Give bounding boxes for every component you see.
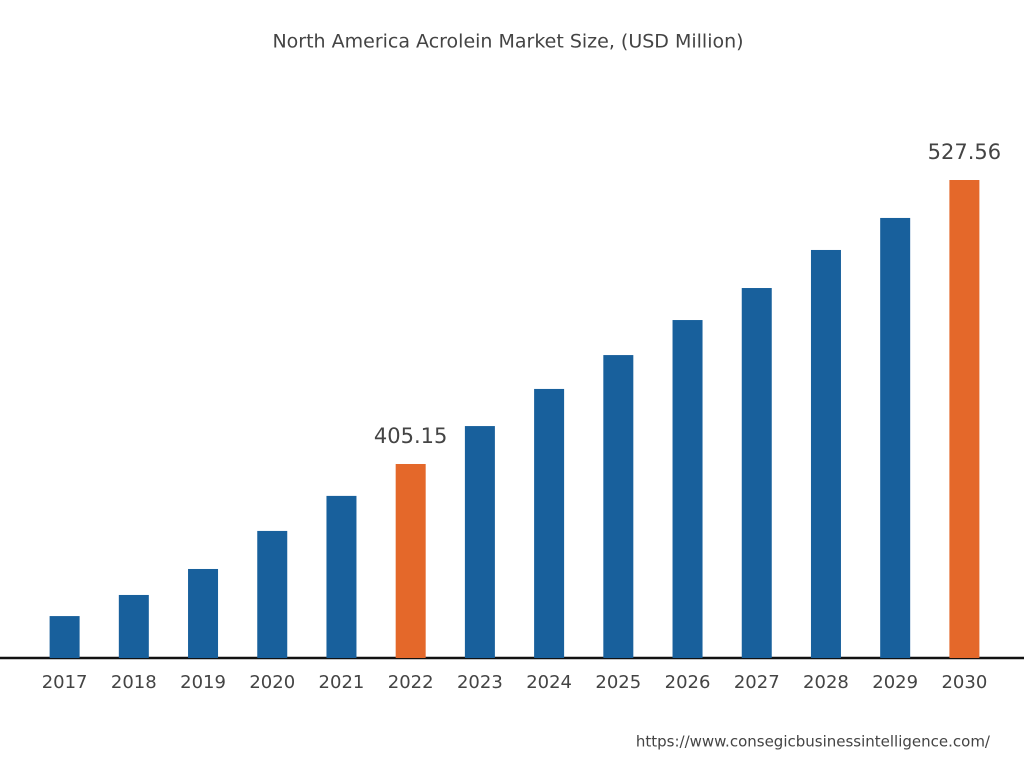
x-tick-label: 2029 <box>872 672 918 693</box>
bar <box>603 355 634 658</box>
x-tick-label: 2025 <box>595 672 641 693</box>
bar <box>257 530 288 658</box>
bar <box>49 616 80 658</box>
bar <box>118 594 149 658</box>
x-tick-label: 2020 <box>249 672 295 693</box>
x-tick-label: 2027 <box>734 672 780 693</box>
bar <box>326 495 357 658</box>
value-label: 405.15 <box>374 424 447 448</box>
x-tick-label: 2030 <box>941 672 987 693</box>
bar <box>949 180 980 658</box>
bar <box>464 426 495 658</box>
bar <box>395 463 426 658</box>
x-tick-label: 2024 <box>526 672 572 693</box>
value-label: 527.56 <box>928 140 1001 164</box>
x-tick-label: 2021 <box>319 672 365 693</box>
x-tick-label: 2023 <box>457 672 503 693</box>
bar <box>741 288 772 658</box>
bar <box>672 320 703 658</box>
x-tick-label: 2017 <box>42 672 88 693</box>
x-tick-label: 2028 <box>803 672 849 693</box>
source-url: https://www.consegicbusinessintelligence… <box>636 733 991 751</box>
chart-title: North America Acrolein Market Size, (USD… <box>272 31 743 53</box>
bar <box>534 388 565 658</box>
x-tick-label: 2026 <box>665 672 711 693</box>
bar <box>880 217 911 658</box>
x-tick-label: 2019 <box>180 672 226 693</box>
bar <box>810 249 841 658</box>
x-tick-label: 2022 <box>388 672 434 693</box>
x-tick-label: 2018 <box>111 672 157 693</box>
bar <box>188 568 219 658</box>
